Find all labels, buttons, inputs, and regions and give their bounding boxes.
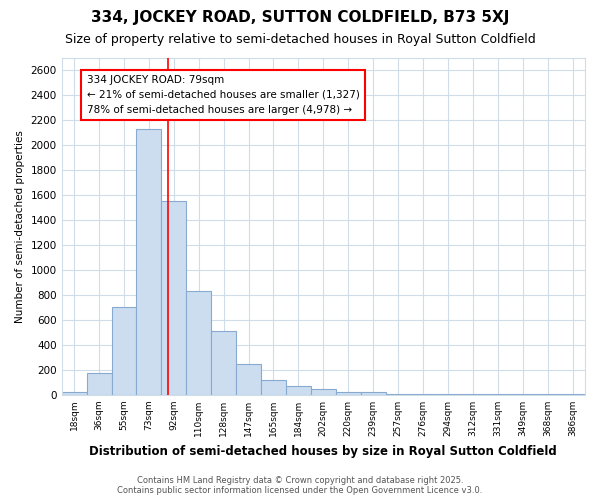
Bar (62, 392, 86, 395)
Text: 334, JOCKEY ROAD, SUTTON COLDFIELD, B73 5XJ: 334, JOCKEY ROAD, SUTTON COLDFIELD, B73 … (91, 10, 509, 25)
Y-axis label: Number of semi-detached properties: Number of semi-detached properties (15, 130, 25, 322)
Bar (535, 394, 560, 395)
Bar (261, 380, 286, 395)
Bar (286, 386, 311, 395)
Bar (311, 388, 336, 395)
Bar (86, 373, 112, 395)
Bar (460, 394, 485, 395)
Bar (336, 392, 361, 395)
Bar (510, 394, 535, 395)
Bar (136, 128, 161, 395)
Bar (410, 394, 436, 395)
Bar (361, 392, 386, 395)
Text: Size of property relative to semi-detached houses in Royal Sutton Coldfield: Size of property relative to semi-detach… (65, 32, 535, 46)
Bar (436, 394, 460, 395)
Text: 334 JOCKEY ROAD: 79sqm
← 21% of semi-detached houses are smaller (1,327)
78% of : 334 JOCKEY ROAD: 79sqm ← 21% of semi-det… (86, 75, 359, 114)
Bar (560, 394, 585, 395)
Text: Contains HM Land Registry data © Crown copyright and database right 2025.
Contai: Contains HM Land Registry data © Crown c… (118, 476, 482, 495)
Bar (161, 201, 186, 395)
Bar (211, 331, 236, 395)
Bar (186, 291, 211, 395)
Bar (485, 394, 510, 395)
Bar (236, 364, 261, 395)
Bar (386, 394, 410, 395)
Bar (112, 308, 136, 395)
X-axis label: Distribution of semi-detached houses by size in Royal Sutton Coldfield: Distribution of semi-detached houses by … (89, 444, 557, 458)
